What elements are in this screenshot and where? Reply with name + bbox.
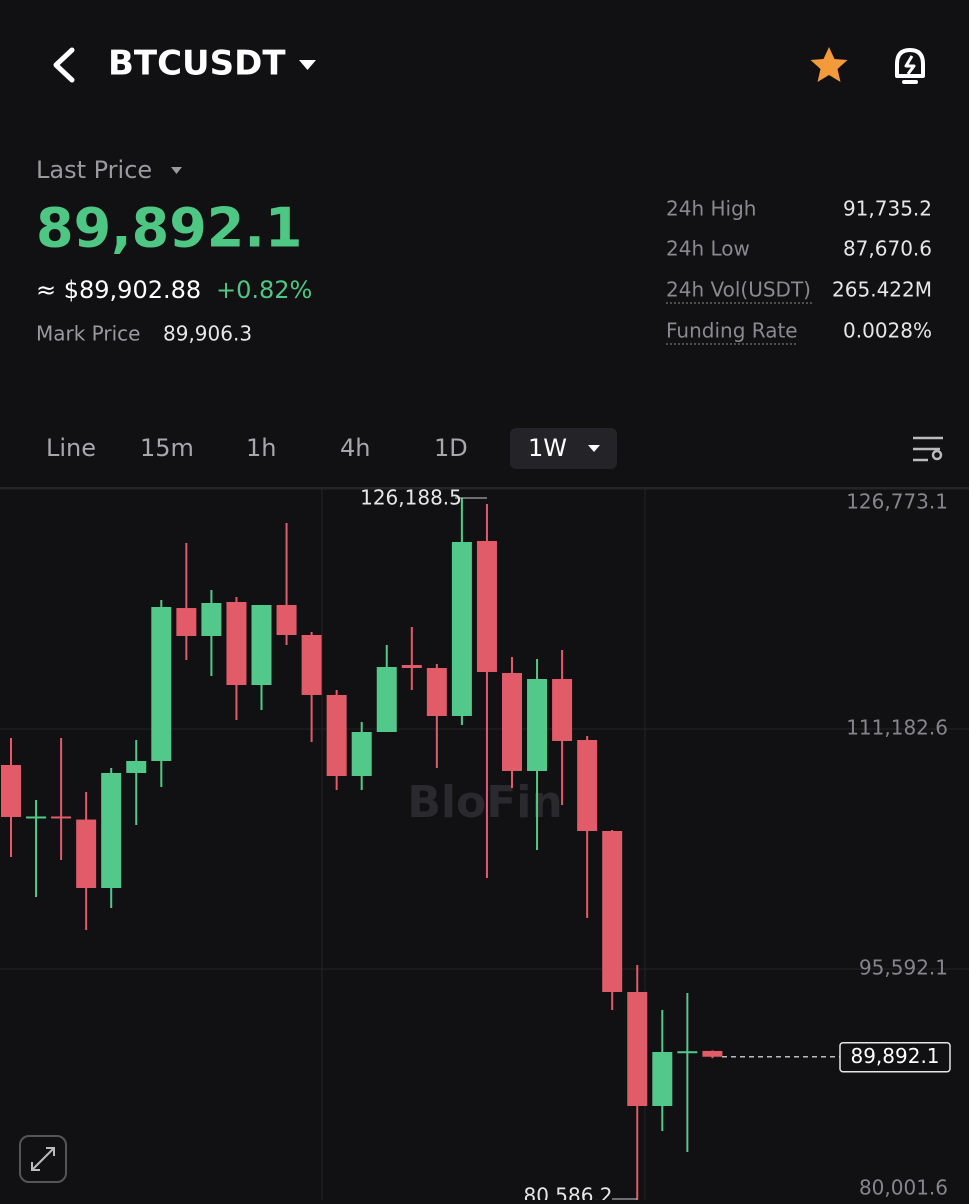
candle-body [426,668,447,717]
watermark: BloFin [407,777,562,828]
candle-body [326,694,347,776]
price-type-dropdown[interactable] [171,167,182,174]
candle-body [251,604,272,685]
y-tick-label: 80,001.6 [859,1176,948,1200]
usd-price: ≈ $89,902.88 [36,276,201,304]
symbol-dropdown[interactable] [299,60,316,70]
last-price-label: 89,892.1 [850,1044,939,1068]
candle-body [527,678,548,771]
y-tick-label: 95,592.1 [859,956,948,980]
mark-price: 89,906.3 [163,322,252,346]
candle-body [702,1050,723,1057]
candle-body [627,991,648,1106]
stat-value: 265.422M [832,278,932,302]
candle-body [76,819,97,888]
timeframe-tab[interactable]: 1D [434,434,468,462]
candle-body [376,667,397,732]
stat-label: 24h High [666,197,756,221]
y-tick-label: 126,773.1 [846,490,948,514]
stat-label: Funding Rate [666,319,798,343]
tab-dropdown [588,445,600,452]
candle-body [126,760,147,773]
timeframe-tab[interactable]: 1W [528,434,567,462]
candle-body [451,541,472,717]
stat-value: 0.0028% [843,319,932,343]
price-change: +0.82% [216,276,312,304]
mark-price-label: Mark Price [36,322,140,346]
candle-body [602,830,623,992]
timeframe-tab[interactable]: Line [46,434,96,462]
candle-body [226,601,247,685]
alert-bell[interactable] [895,48,925,84]
candle-body [351,731,372,776]
fullscreen-button[interactable] [19,1135,67,1183]
candle-body [502,672,522,771]
chart-settings[interactable] [913,436,943,462]
timeframe-tab[interactable]: 4h [340,434,370,462]
stat-label: 24h Vol(USDT) [666,278,811,302]
candle-body [1,765,21,817]
candle-body [276,604,297,635]
candle-body [26,816,47,819]
last-price: 89,892.1 [36,197,302,260]
stats-panel: 24h High 91,735.2 24h Low 87,670.6 24h Vol(U… [666,197,932,343]
high-marker-label: 126,188.5 [360,485,462,509]
y-tick-label: 111,182.6 [846,716,948,740]
last-price-box [839,1041,951,1073]
candle-body [151,606,172,761]
candle-body [652,1052,673,1106]
stat-value: 87,670.6 [843,237,932,261]
candle-body [201,602,222,636]
stat-label: 24h Low [666,237,750,261]
stat-value: 91,735.2 [843,197,932,221]
timeframe-tabs: Line 15m 1h 4h 1D 1W [46,428,617,469]
timeframe-tab[interactable]: 15m [140,434,194,462]
candle-body [51,816,72,819]
candle-body [552,678,573,742]
last-price-label[interactable]: Last Price [36,156,152,184]
low-marker-label: 80,586.2 [523,1184,612,1200]
candle-body [476,540,497,672]
candle-body [101,772,122,888]
symbol[interactable]: BTCUSDT [108,44,286,84]
active-tab-bg [510,428,617,469]
candle-body [677,1051,698,1054]
candle-body [301,634,322,695]
favorite-star[interactable] [810,47,848,82]
candle-body [176,608,197,636]
back-button[interactable] [53,47,75,83]
candlestick-chart[interactable]: 126,773.1 111,182.6 95,592.1 80,001.6 BloFin… [0,485,969,1200]
candle-body [577,740,598,831]
timeframe-tab[interactable]: 1h [246,434,276,462]
candle-body [401,665,422,669]
